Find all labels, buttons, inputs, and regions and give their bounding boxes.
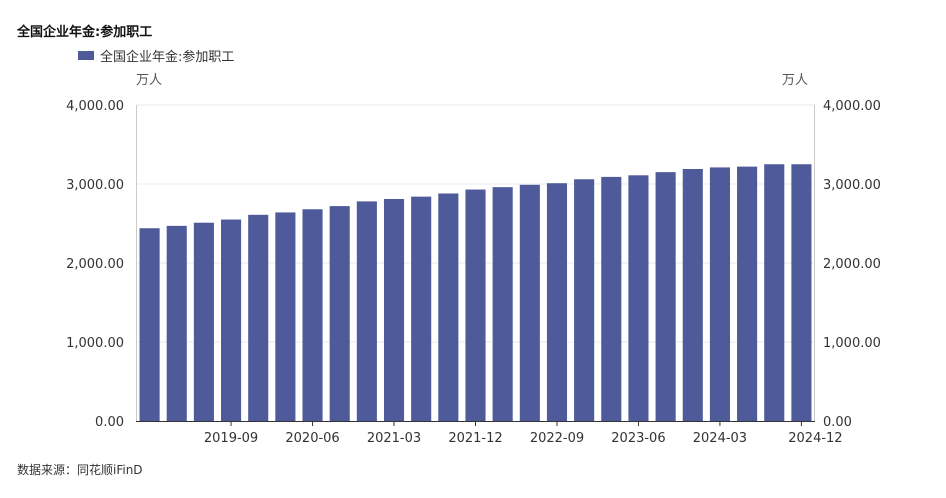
bar (601, 176, 622, 421)
legend-swatch (78, 51, 94, 60)
bar (628, 175, 649, 421)
bar (139, 228, 160, 421)
bar (492, 187, 513, 421)
y-tick-label-left: 2,000.00 (66, 257, 124, 272)
bar (221, 219, 242, 421)
data-source: 数据来源：同花顺iFinD (17, 463, 143, 477)
y-tick-label-right: 4,000.00 (823, 99, 881, 114)
y-tick-label-right: 3,000.00 (823, 178, 881, 193)
bar (329, 206, 350, 421)
bar (709, 167, 730, 421)
bar (546, 183, 568, 421)
x-tick-label: 2019-09 (204, 431, 258, 446)
x-tick-label: 2020-06 (285, 431, 339, 446)
bar (682, 168, 703, 421)
bar (383, 199, 405, 421)
y-tick-label-right: 2,000.00 (823, 257, 881, 272)
y-tick-label-right: 0.00 (823, 415, 852, 430)
x-tick-label: 2023-06 (611, 431, 665, 446)
y-tick-label-left: 3,000.00 (66, 178, 124, 193)
bar (411, 196, 432, 421)
bar (519, 184, 540, 421)
bar (166, 225, 187, 421)
bar (574, 179, 595, 421)
bar (438, 193, 459, 421)
axes: 0.00 0.00 1,000.00 1,000.00 2,000.00 2,000.00… (66, 99, 881, 446)
y-tick-label-left: 0.00 (95, 415, 124, 430)
bar (275, 212, 296, 421)
bar (193, 222, 214, 421)
bar (655, 172, 676, 421)
x-tick-label: 2021-12 (448, 431, 502, 446)
y-axis-unit-right: 万人 (782, 73, 808, 88)
y-axis-unit-left: 万人 (136, 73, 162, 88)
x-tick-label: 2024-12 (788, 431, 842, 446)
bars (139, 164, 812, 421)
bar (465, 189, 486, 421)
bar (764, 164, 785, 421)
bar (791, 164, 812, 421)
x-tick-label: 2024-03 (693, 431, 747, 446)
bar (356, 201, 377, 421)
x-tick-label: 2021-03 (367, 431, 421, 446)
bar (248, 214, 269, 421)
legend-label: 全国企业年金:参加职工 (100, 50, 235, 65)
y-tick-label-left: 1,000.00 (66, 336, 124, 351)
y-tick-label-right: 1,000.00 (823, 336, 881, 351)
y-tick-label-left: 4,000.00 (66, 99, 124, 114)
chart-title: 全国企业年金:参加职工 (17, 25, 153, 40)
bar (737, 166, 758, 421)
bar (302, 209, 323, 421)
x-tick-label: 2022-09 (530, 431, 584, 446)
legend[interactable]: 全国企业年金:参加职工 (78, 46, 234, 65)
